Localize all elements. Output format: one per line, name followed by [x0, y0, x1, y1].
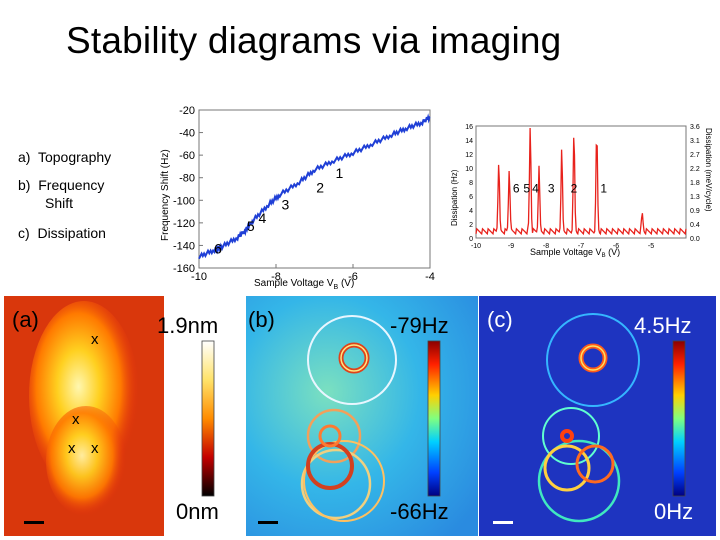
- transition-label: 1: [335, 165, 343, 181]
- transition-label: 4: [258, 210, 266, 226]
- transition-label: 6: [214, 241, 222, 257]
- legend-text: Frequency: [38, 177, 105, 193]
- panel-label: (c): [487, 307, 513, 332]
- y-tick-label-right: 3.1: [690, 138, 700, 145]
- x-axis-label: Sample Voltage VB (V): [254, 278, 354, 291]
- y-tick-label-right: 2.2: [690, 166, 700, 173]
- frequency-shift-chart: -20 -40 -60 -80 -100 -120 -140 -160-10 -8 -6 -4 6 5…: [160, 105, 435, 291]
- legend-item-dissipation: c) Dissipation: [18, 224, 106, 242]
- y-tick-label: -60: [179, 150, 195, 162]
- color-scale-bar: [672, 340, 686, 497]
- x-tick-label: -6: [348, 271, 358, 283]
- plot-frame: [475, 125, 687, 239]
- x-tick-label: -5: [648, 243, 654, 250]
- y-tick-label: -100: [173, 195, 195, 207]
- y-axis-label-right: Dissipation (meV/cycle): [704, 128, 713, 212]
- frequency-series-line: [198, 113, 431, 260]
- y-tick-label: -40: [179, 128, 195, 140]
- y-tick-label: 8: [469, 180, 473, 187]
- y-tick-label: -160: [173, 263, 195, 275]
- transition-label: 1: [600, 182, 607, 196]
- y-axis-label: Frequency Shift (Hz): [160, 149, 171, 241]
- y-tick-label: 12: [465, 152, 473, 159]
- color-scale-max: -79Hz: [390, 313, 449, 338]
- frequency-shift-map-panel: (b) -79Hz -66Hz: [246, 296, 478, 536]
- y-axis-label: Dissipation (Hz): [450, 169, 459, 226]
- x-tick-label: -10: [471, 243, 481, 250]
- transition-label: 6: [513, 182, 520, 196]
- legend-item-topography: a) Topography: [18, 148, 111, 166]
- marker-x: x: [72, 411, 80, 428]
- dissipation-rings: [537, 313, 640, 523]
- slide-title: Stability diagrams via imaging: [66, 20, 562, 61]
- x-tick-label: -7: [578, 243, 584, 250]
- x-tick-label: -10: [191, 271, 207, 283]
- transition-label: 3: [282, 197, 290, 213]
- legend-letter: c): [18, 225, 30, 241]
- x-tick-label: -9: [508, 243, 514, 250]
- y-tick-label-right: 1.8: [690, 180, 700, 187]
- transition-label: 5: [247, 218, 255, 234]
- topography-map-panel: (a) 1.9nm 0nm x x x x: [4, 296, 246, 536]
- y-tick-label: -140: [173, 240, 195, 252]
- marker-x: x: [68, 440, 76, 457]
- legend-letter: b): [18, 177, 31, 193]
- y-tick-label: -80: [179, 173, 195, 185]
- color-scale-bar: [201, 340, 215, 497]
- color-scale-min: 0Hz: [654, 499, 694, 524]
- y-tick-label: -120: [173, 218, 195, 230]
- x-axis-label: Sample Voltage VB (V): [530, 247, 620, 259]
- x-tick-label: -8: [271, 271, 281, 283]
- transition-label: 5: [523, 182, 530, 196]
- y-tick-label: 4: [469, 208, 473, 215]
- y-tick-label-right: 1.3: [690, 194, 700, 201]
- color-scale-max: 4.5Hz: [634, 313, 692, 338]
- transition-label: 2: [571, 182, 578, 196]
- y-tick-label: 14: [465, 138, 473, 145]
- color-scale-min: 0nm: [176, 499, 219, 524]
- y-tick-label: 2: [469, 222, 473, 229]
- dissipation-series-line: [475, 127, 687, 236]
- plot-frame: [198, 109, 431, 269]
- y-tick-label: 6: [469, 194, 473, 201]
- y-tick-label-right: 0.0: [690, 236, 700, 243]
- legend-item-frequency-shift: b) Frequency Shift: [18, 176, 104, 212]
- scale-bar: [24, 521, 44, 524]
- transition-label: 4: [532, 182, 539, 196]
- dissipation-map-panel: (c) 4.5Hz 0Hz: [479, 296, 716, 536]
- y-tick-label: 10: [465, 166, 473, 173]
- x-tick-label: -6: [613, 243, 619, 250]
- y-tick-label-right: 2.7: [690, 152, 700, 159]
- color-scale-min: -66Hz: [390, 499, 449, 524]
- legend-text: Dissipation: [37, 225, 106, 241]
- legend-letter: a): [18, 149, 31, 165]
- color-scale-max: 1.9nm: [157, 313, 219, 338]
- scale-bar: [493, 521, 513, 524]
- coulomb-rings: [300, 315, 397, 522]
- y-tick-label-right: 0.4: [690, 222, 700, 229]
- y-tick-label-right: 3.6: [690, 124, 700, 131]
- transition-label: 3: [548, 182, 555, 196]
- y-tick-label: 0: [469, 236, 473, 243]
- marker-x: x: [91, 331, 99, 348]
- x-tick-label: -8: [543, 243, 549, 250]
- y-tick-label: -20: [179, 105, 195, 117]
- panel-label: (b): [248, 307, 275, 332]
- marker-x: x: [91, 440, 99, 457]
- frequency-shift-image: [246, 296, 478, 536]
- transition-label: 2: [316, 180, 324, 196]
- panel-label: (a): [12, 307, 39, 332]
- dissipation-image: [479, 296, 716, 536]
- topography-image: [4, 296, 215, 536]
- y-tick-label: 16: [465, 124, 473, 131]
- color-scale-bar: [427, 340, 441, 497]
- legend-text: Topography: [37, 149, 112, 165]
- y-tick-label-right: 0.9: [690, 208, 700, 215]
- legend-text-2: Shift: [45, 195, 74, 211]
- scale-bar: [258, 521, 278, 524]
- x-tick-label: -4: [425, 271, 435, 283]
